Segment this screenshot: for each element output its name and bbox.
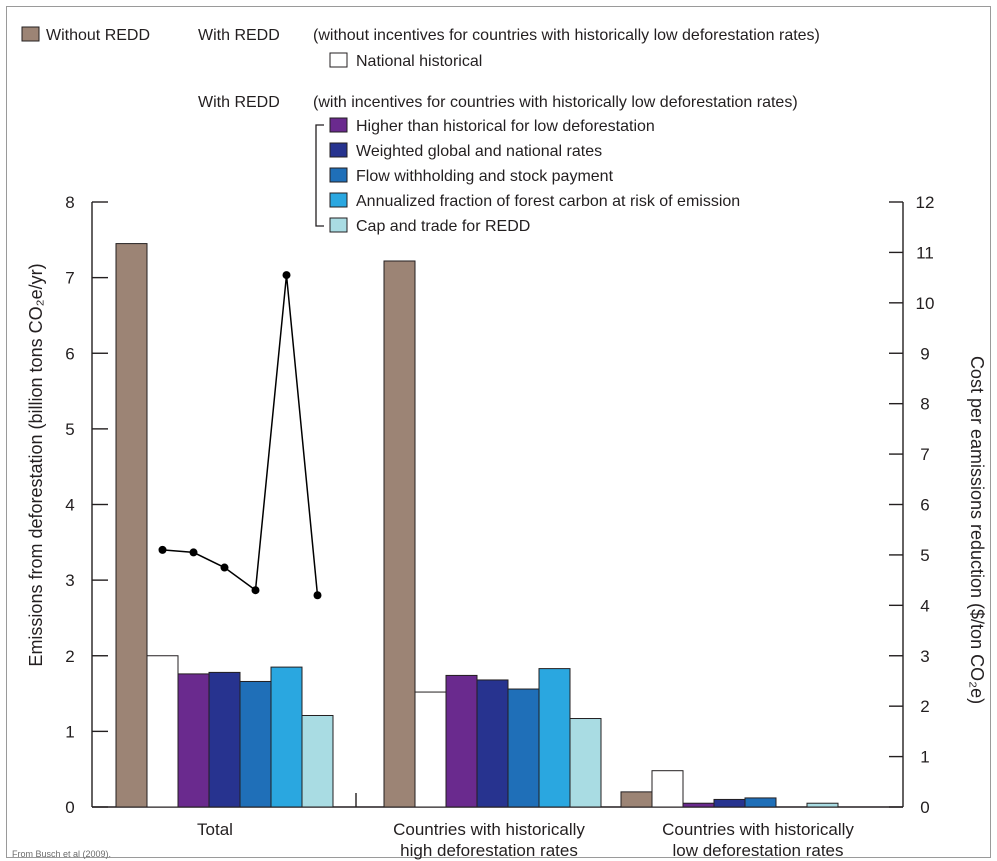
- x-category-label: high deforestation rates: [400, 841, 578, 860]
- y-tick-label-left: 5: [65, 420, 74, 439]
- bar-without-redd: [620, 791, 653, 808]
- legend-label-higher-than-historical-for-low-deforestation: Higher than historical for low deforesta…: [356, 118, 655, 135]
- bar-flow-withholding-and-stock-payment: [744, 797, 777, 808]
- y-tick-label-right: 7: [920, 445, 929, 464]
- y-axis-title-left-text: Emissions from deforestation (billion to…: [26, 263, 46, 666]
- y-tick-label-right: 2: [920, 697, 929, 716]
- y-tick-label-right: 11: [916, 243, 934, 262]
- x-category-label: Total: [197, 820, 233, 839]
- cost-line-point: [158, 545, 167, 554]
- x-category-label: Countries with historically: [393, 820, 585, 839]
- bar-annualized-fraction-of-forest-carbon-at-risk-of-emission: [270, 666, 303, 808]
- bar-higher-than-historical-for-low-deforestation: [177, 673, 210, 808]
- y-tick-label-left: 0: [65, 798, 74, 817]
- bar-without-redd: [383, 260, 416, 808]
- y-axis-title-right-text: Cost per eamissions reduction ($/ton CO₂…: [967, 356, 987, 704]
- cost-line-point: [189, 548, 198, 557]
- bar-national-historical: [414, 691, 447, 808]
- y-tick-label-left: 6: [65, 344, 74, 363]
- y-tick-label-right: 12: [916, 193, 935, 212]
- cost-line: [158, 271, 322, 600]
- chart-frame: [6, 6, 991, 858]
- legend-swatch-without-redd: [21, 26, 40, 42]
- cost-line-point: [282, 271, 291, 280]
- y-tick-label-right: 0: [920, 798, 929, 817]
- bar-weighted-global-and-national-rates: [208, 671, 241, 808]
- legend-bracket: [315, 124, 324, 227]
- bar-higher-than-historical-for-low-deforestation: [682, 802, 715, 808]
- x-category-label: low deforestation rates: [672, 841, 843, 860]
- y-tick-label-left: 2: [65, 647, 74, 666]
- legend-swatch-higher-than-historical-for-low-deforestation: [329, 117, 348, 133]
- cost-line-point: [220, 563, 229, 572]
- bar-flow-withholding-and-stock-payment: [239, 680, 272, 808]
- bar-weighted-global-and-national-rates: [713, 798, 746, 808]
- bar-without-redd: [115, 243, 148, 808]
- bar-higher-than-historical-for-low-deforestation: [445, 674, 478, 808]
- bar-cap-and-trade-for-redd: [806, 802, 839, 808]
- legend-label-annualized-fraction-of-forest-carbon-at-risk-of-emission: Annualized fraction of forest carbon at …: [356, 193, 740, 210]
- y-axis-title-right: Cost per eamissions reduction ($/ton CO₂…: [967, 356, 987, 704]
- bar-national-historical: [651, 770, 684, 808]
- legend-label-national-historical: National historical: [356, 53, 482, 70]
- y-tick-label-left: 7: [65, 269, 74, 288]
- y-tick-label-right: 10: [916, 294, 935, 313]
- y-tick-label-left: 4: [65, 496, 74, 515]
- y-tick-label-right: 3: [920, 647, 929, 666]
- y-tick-label-right: 5: [920, 546, 929, 565]
- legend-note-with-incentives: (with incentives for countries with hist…: [313, 94, 798, 111]
- bar-flow-withholding-and-stock-payment: [507, 688, 540, 808]
- cost-line-path: [162, 275, 319, 596]
- x-category-label: Countries with historically: [662, 820, 854, 839]
- y-tick-label-left: 1: [65, 722, 74, 741]
- source-note: From Busch et al (2009).: [12, 849, 111, 859]
- legend-label-weighted-global-and-national-rates: Weighted global and national rates: [356, 143, 602, 160]
- legend-label-with-redd-2: With REDD: [198, 94, 280, 111]
- legend-label-without-redd: Without REDD: [46, 27, 150, 44]
- legend-label-flow-withholding-and-stock-payment: Flow withholding and stock payment: [356, 168, 614, 185]
- bar-cap-and-trade-for-redd: [569, 718, 602, 808]
- legend-swatch-flow-withholding-and-stock-payment: [329, 167, 348, 183]
- cost-line-point: [313, 591, 322, 600]
- legend-note-without-incentives: (without incentives for countries with h…: [313, 27, 820, 44]
- bar-national-historical: [146, 655, 179, 808]
- bars: [115, 243, 839, 808]
- legend-label-with-redd-1: With REDD: [198, 27, 280, 44]
- y-tick-label-left: 8: [65, 193, 74, 212]
- y-axis-title-left: Emissions from deforestation (billion to…: [26, 263, 46, 666]
- legend-swatch-weighted-global-and-national-rates: [329, 142, 348, 158]
- legend-swatch-national-historical: [329, 52, 348, 68]
- y-tick-label-right: 9: [920, 344, 929, 363]
- bar-cap-and-trade-for-redd: [301, 714, 334, 808]
- legend-items: Higher than historical for low deforesta…: [329, 117, 740, 235]
- legend-swatch-cap-and-trade-for-redd: [329, 217, 348, 233]
- legend-label-cap-and-trade-for-redd: Cap and trade for REDD: [356, 218, 530, 235]
- y-tick-label-right: 6: [920, 496, 929, 515]
- bar-weighted-global-and-national-rates: [476, 679, 509, 808]
- y-tick-label-right: 4: [920, 596, 929, 615]
- y-tick-label-right: 1: [920, 748, 929, 767]
- y-tick-label-left: 3: [65, 571, 74, 590]
- cost-line-point: [251, 586, 260, 595]
- legend-swatch-annualized-fraction-of-forest-carbon-at-risk-of-emission: [329, 192, 348, 208]
- legend: Without REDD With REDD (without incentiv…: [21, 26, 820, 235]
- y-tick-label-right: 8: [920, 395, 929, 414]
- bar-annualized-fraction-of-forest-carbon-at-risk-of-emission: [538, 668, 571, 808]
